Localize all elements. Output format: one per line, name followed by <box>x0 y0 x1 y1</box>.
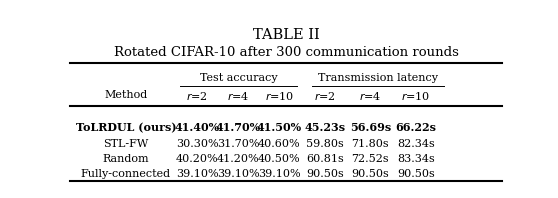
Text: 39.10%: 39.10% <box>258 169 301 179</box>
Text: 59.80s: 59.80s <box>306 139 344 149</box>
Text: STL-FW: STL-FW <box>103 139 148 149</box>
Text: Method: Method <box>104 90 148 100</box>
Text: $r$=10: $r$=10 <box>401 90 430 102</box>
Text: 40.50%: 40.50% <box>258 154 301 164</box>
Text: 90.50s: 90.50s <box>352 169 389 179</box>
Text: 45.23s: 45.23s <box>304 122 345 133</box>
Text: $r$=2: $r$=2 <box>314 90 336 102</box>
Text: 72.52s: 72.52s <box>352 154 389 164</box>
Text: 39.10%: 39.10% <box>217 169 259 179</box>
Text: 31.70%: 31.70% <box>217 139 259 149</box>
Text: ToLRDUL (ours): ToLRDUL (ours) <box>76 122 176 133</box>
Text: 60.81s: 60.81s <box>306 154 344 164</box>
Text: 40.20%: 40.20% <box>176 154 219 164</box>
Text: 41.50%: 41.50% <box>257 122 302 133</box>
Text: TABLE II: TABLE II <box>253 28 319 42</box>
Text: Transmission latency: Transmission latency <box>318 72 438 83</box>
Text: 71.80s: 71.80s <box>352 139 389 149</box>
Text: $r$=4: $r$=4 <box>359 90 382 102</box>
Text: 56.69s: 56.69s <box>350 122 391 133</box>
Text: 83.34s: 83.34s <box>397 154 435 164</box>
Text: 82.34s: 82.34s <box>397 139 435 149</box>
Text: $r$=2: $r$=2 <box>186 90 208 102</box>
Text: 41.20%: 41.20% <box>217 154 259 164</box>
Text: 40.60%: 40.60% <box>258 139 301 149</box>
Text: 30.30%: 30.30% <box>176 139 219 149</box>
Text: 90.50s: 90.50s <box>306 169 344 179</box>
Text: 41.70%: 41.70% <box>216 122 261 133</box>
Text: $r$=10: $r$=10 <box>265 90 294 102</box>
Text: Test accuracy: Test accuracy <box>200 72 277 83</box>
Text: Random: Random <box>103 154 150 164</box>
Text: 66.22s: 66.22s <box>395 122 436 133</box>
Text: Fully-connected: Fully-connected <box>81 169 171 179</box>
Text: 41.40%: 41.40% <box>175 122 220 133</box>
Text: 90.50s: 90.50s <box>397 169 435 179</box>
Text: $r$=4: $r$=4 <box>227 90 249 102</box>
Text: Rotated CIFAR-10 after 300 communication rounds: Rotated CIFAR-10 after 300 communication… <box>113 46 459 59</box>
Text: 39.10%: 39.10% <box>176 169 219 179</box>
